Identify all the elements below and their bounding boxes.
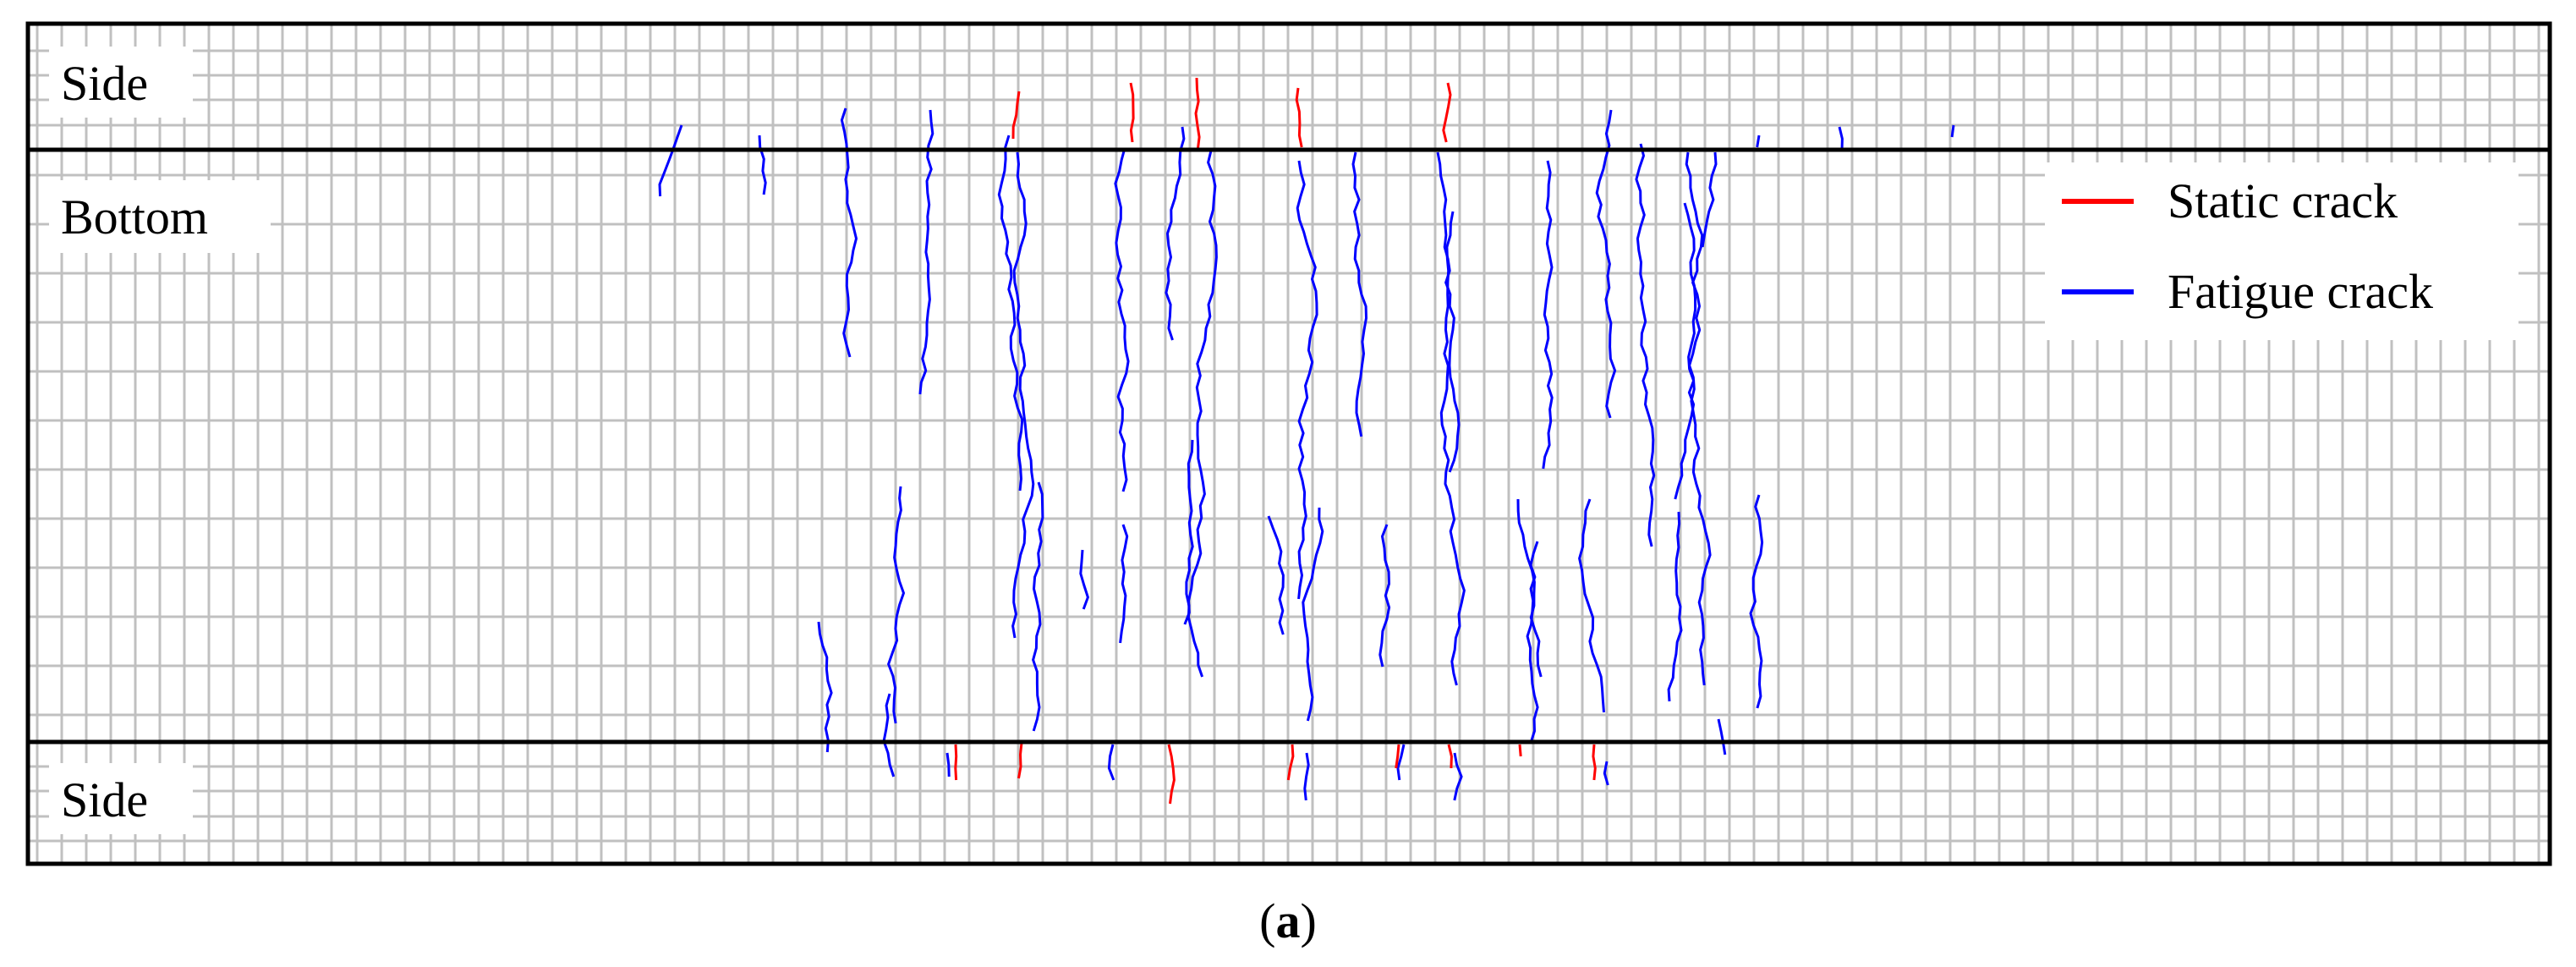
fatigue-crack xyxy=(887,486,906,724)
legend-static-label: Static crack xyxy=(2168,173,2398,228)
legend-fatigue-label: Fatigue crack xyxy=(2168,264,2433,319)
fatigue-crack xyxy=(1603,761,1609,786)
fatigue-crack xyxy=(918,109,934,395)
fatigue-crack xyxy=(1079,549,1089,610)
static-crack xyxy=(1194,77,1201,150)
fatigue-crack xyxy=(1838,126,1844,151)
top-side-label: Side xyxy=(61,56,148,111)
fatigue-crack xyxy=(1114,147,1130,492)
fatigue-crack xyxy=(1439,211,1466,686)
fatigue-crack xyxy=(1667,511,1683,702)
fatigue-crack xyxy=(997,135,1024,492)
bottom-side-label: Side xyxy=(61,772,148,827)
fatigue-crack xyxy=(1749,494,1764,709)
fatigue-crack xyxy=(882,693,896,777)
bottom-face-label: Bottom xyxy=(61,190,208,244)
static-crack xyxy=(1017,742,1023,779)
static-crack xyxy=(1129,82,1135,143)
fatigue-crack xyxy=(1595,109,1617,419)
static-crack xyxy=(1395,744,1400,769)
fatigue-crack xyxy=(817,621,833,753)
fatigue-crack xyxy=(1296,160,1318,600)
fatigue-crack xyxy=(1351,151,1368,437)
specimen-border xyxy=(25,21,2552,866)
fatigue-crack xyxy=(1378,524,1391,668)
static-crack xyxy=(1442,82,1452,143)
static-crack xyxy=(1011,91,1021,140)
grid-lines xyxy=(28,24,2550,864)
fatigue-crack xyxy=(840,107,858,358)
fatigue-crack xyxy=(1526,541,1539,744)
fatigue-crack xyxy=(1302,507,1324,722)
static-crack xyxy=(1167,744,1176,805)
legend: Static crack Fatigue crack xyxy=(2045,162,2518,340)
fatigue-crack xyxy=(1674,202,1697,500)
fatigue-crack xyxy=(1542,160,1554,470)
fatigue-crack xyxy=(1717,718,1727,755)
fatigue-crack xyxy=(1119,524,1129,644)
static-crack xyxy=(1295,87,1303,148)
crack-pattern xyxy=(658,77,1955,805)
fatigue-crack xyxy=(945,752,951,777)
fatigue-crack xyxy=(1516,498,1543,678)
fatigue-crack xyxy=(1396,744,1406,781)
fatigue-crack xyxy=(1303,752,1310,801)
fatigue-crack xyxy=(1185,439,1204,678)
fatigue-crack xyxy=(1436,151,1461,473)
fatigue-crack xyxy=(1950,124,1955,138)
fatigue-crack xyxy=(1032,481,1044,732)
fatigue-crack xyxy=(1635,143,1656,547)
fatigue-crack xyxy=(1165,126,1186,341)
fatigue-crack xyxy=(1011,151,1035,639)
fatigue-crack xyxy=(1701,151,1718,248)
fatigue-crack xyxy=(1756,135,1761,148)
fatigue-crack xyxy=(1453,752,1463,801)
fatigue-crack xyxy=(658,124,683,197)
fatigue-crack xyxy=(1685,151,1712,686)
static-crack xyxy=(1592,744,1597,781)
static-crack xyxy=(1518,744,1522,757)
figure-caption: (a) xyxy=(1259,893,1317,948)
fatigue-crack xyxy=(1578,498,1605,713)
fatigue-crack xyxy=(1267,515,1285,635)
fatigue-crack xyxy=(758,135,767,195)
static-crack xyxy=(1447,744,1453,769)
fatigue-crack xyxy=(1107,744,1115,781)
fatigue-crack xyxy=(1183,150,1218,625)
static-crack xyxy=(1286,744,1295,781)
